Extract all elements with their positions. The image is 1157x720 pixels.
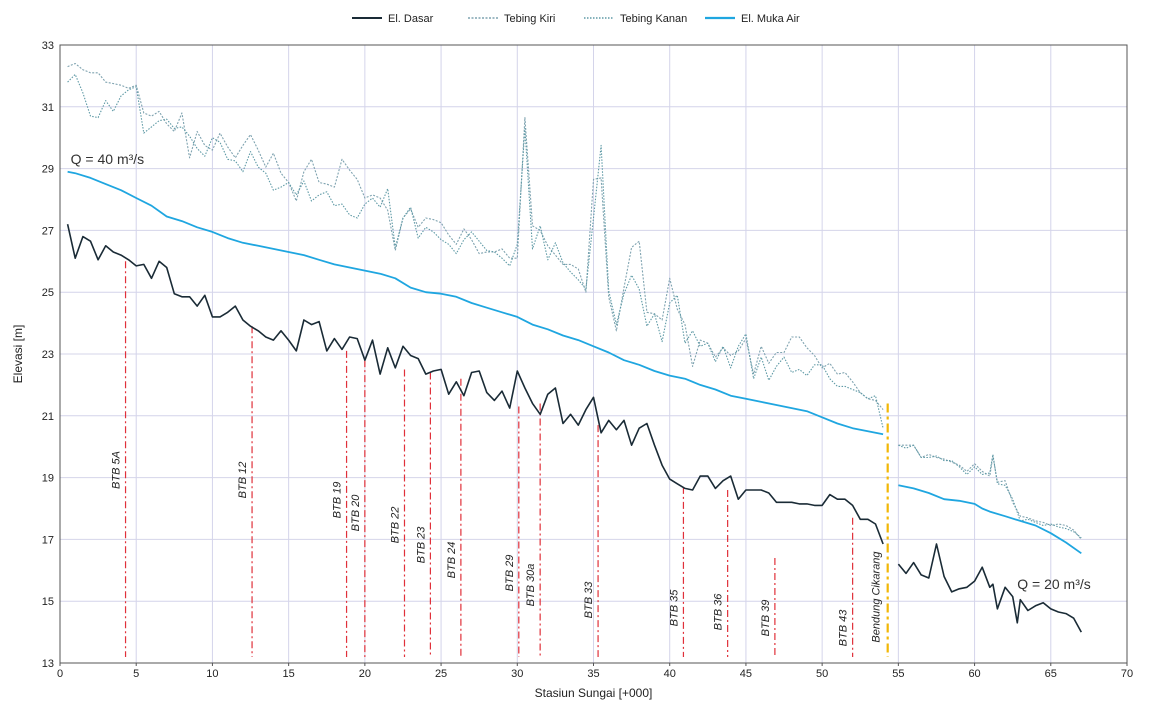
station-label: BTB 29 <box>504 555 516 592</box>
x-tick-label: 30 <box>511 668 523 680</box>
y-tick-label: 27 <box>42 225 54 237</box>
station-label: BTB 12 <box>237 462 249 499</box>
y-tick-label: 19 <box>42 473 54 485</box>
station-label: BTB 19 <box>332 482 344 519</box>
y-tick-label: 33 <box>42 40 54 52</box>
x-tick-label: 25 <box>435 668 447 680</box>
x-tick-label: 70 <box>1121 668 1133 680</box>
series-el-dasar <box>897 543 1083 633</box>
series-el-dasar <box>66 224 884 545</box>
x-tick-label: 5 <box>133 668 139 680</box>
series-tebing-kiri <box>67 62 884 410</box>
x-axis-title: Stasiun Sungai [+000] <box>535 686 653 700</box>
discharge-annotation: Q = 40 m³/s <box>71 151 145 167</box>
x-tick-label: 60 <box>968 668 980 680</box>
station-marker-layer <box>124 261 889 657</box>
legend-entry-label: Tebing Kanan <box>620 13 687 25</box>
station-label: BTB 39 <box>760 600 772 637</box>
x-tick-label: 65 <box>1045 668 1057 680</box>
x-tick-label: 45 <box>740 668 752 680</box>
series-layer <box>66 62 1083 633</box>
station-label: BTB 30a <box>525 564 537 607</box>
y-tick-label: 15 <box>42 596 54 608</box>
y-tick-label: 29 <box>42 164 54 176</box>
station-label: BTB 36 <box>713 593 725 631</box>
x-tick-label: 50 <box>816 668 828 680</box>
legend-entry-label: El. Dasar <box>388 13 434 25</box>
series-tebing-kiri <box>898 444 1082 540</box>
y-tick-label: 25 <box>42 287 54 299</box>
x-tick-label: 15 <box>283 668 295 680</box>
station-label: BTB 22 <box>389 507 401 544</box>
x-tick-label: 35 <box>587 668 599 680</box>
y-axis-title: Elevasi [m] <box>11 325 25 384</box>
grid-layer <box>59 44 1128 664</box>
bendung-label: Bendung Cikarang <box>871 551 883 643</box>
series-tebing-kanan <box>898 444 1082 539</box>
legend-entry-label: Tebing Kiri <box>504 13 555 25</box>
station-label: BTB 20 <box>350 494 362 532</box>
station-label: BTB 24 <box>446 542 458 579</box>
series-tebing-kanan <box>67 73 884 429</box>
y-tick-label: 31 <box>42 102 54 114</box>
legend-entry-label: El. Muka Air <box>741 13 800 25</box>
y-tick-label: 23 <box>42 349 54 361</box>
station-label: BTB 35 <box>668 589 680 627</box>
discharge-annotation: Q = 20 m³/s <box>1017 576 1091 592</box>
station-label: BTB 43 <box>838 609 850 647</box>
station-label: BTB 33 <box>583 581 595 619</box>
x-tick-label: 40 <box>664 668 676 680</box>
x-tick-label: 10 <box>206 668 218 680</box>
station-label: BTB 5A <box>111 451 123 489</box>
y-tick-label: 17 <box>42 534 54 546</box>
series-el-muka-air <box>67 170 884 436</box>
station-label: BTB 23 <box>415 526 427 564</box>
series-el-muka-air <box>898 484 1082 555</box>
x-tick-label: 20 <box>359 668 371 680</box>
legend: El. Dasar Tebing Kiri Tebing Kanan El. Muka… <box>352 13 800 25</box>
x-tick-label: 0 <box>57 668 63 680</box>
x-tick-label: 55 <box>892 668 904 680</box>
label-layer: BTB 5A BTB 12 BTB 19 BTB 20 BTB 22 BTB 23 BTB … <box>71 151 1091 646</box>
y-tick-label: 13 <box>42 658 54 670</box>
axis-layer: 0 5 10 15 20 25 30 35 40 45 50 55 60 65 70 13 15 17 19 21 23… <box>11 40 1133 700</box>
y-tick-label: 21 <box>42 411 54 423</box>
